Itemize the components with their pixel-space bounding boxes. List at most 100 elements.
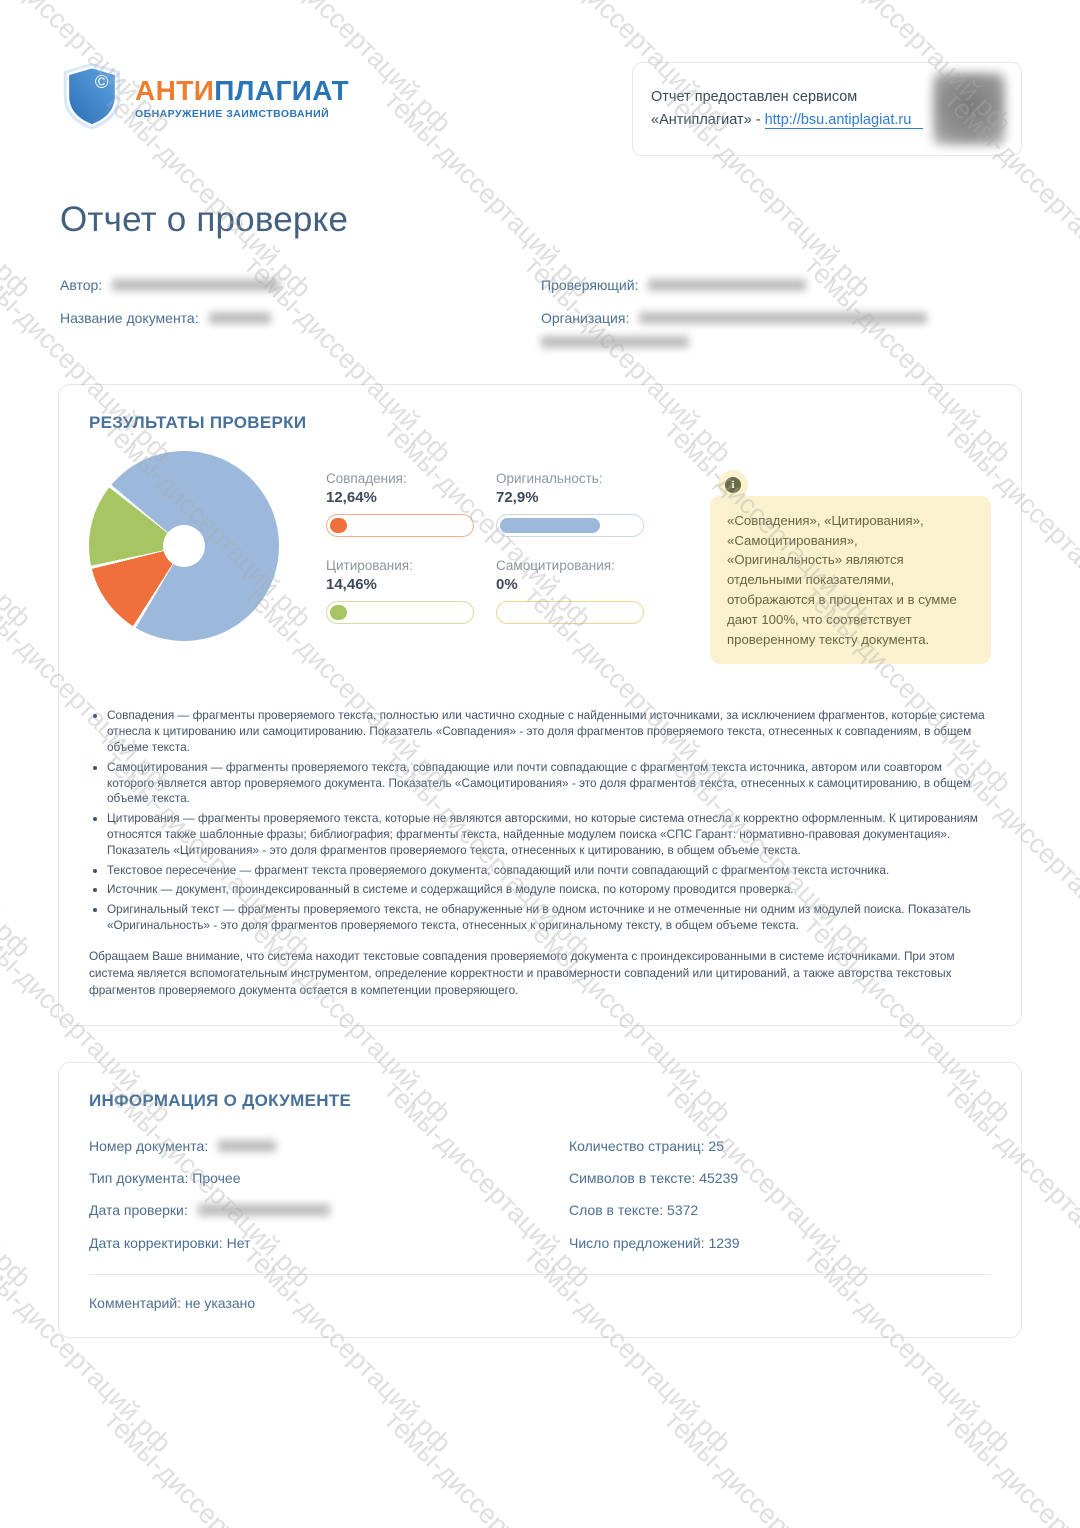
report-meta: Автор: Название документа: Проверяющий: … — [60, 276, 1022, 348]
author-label: Автор: — [60, 277, 103, 293]
document-info-grid: Номер документа: Тип документа: Прочее Д… — [89, 1137, 991, 1252]
metric-bar-fill — [330, 604, 347, 620]
comment-label: Комментарий: — [89, 1294, 182, 1311]
doc-field-check-date: Дата проверки: — [89, 1201, 569, 1219]
author-value-redacted — [112, 279, 281, 291]
document-name-value-redacted — [208, 311, 271, 324]
brand-anti: АНТИ — [135, 75, 215, 106]
metric-bar-fill — [500, 517, 601, 533]
author-row: Автор: — [60, 276, 541, 295]
reviewer-label: Проверяющий: — [541, 277, 639, 293]
doc-field-type: Тип документа: Прочее — [89, 1169, 569, 1187]
doc-field-number: Номер документа: — [89, 1137, 569, 1155]
document-name-label: Название документа: — [60, 309, 199, 326]
doc-field-correction-date: Дата корректировки: Нет — [89, 1234, 569, 1252]
organization-value-redacted-line2 — [541, 335, 689, 348]
docinfo-right-column: Количество страниц: 25 Символов в тексте… — [569, 1137, 991, 1252]
results-top: Совпадения: 12,64% Оригинальность: 72,9%… — [89, 450, 991, 665]
service-box: Отчет предоставлен сервисом «Антиплагиат… — [632, 62, 1022, 156]
field-label: Дата проверки: — [89, 1202, 188, 1219]
doc-field-sentences: Число предложений: 1239 — [569, 1234, 991, 1252]
metric-value: 14,46% — [326, 575, 377, 593]
check-date-value-redacted — [197, 1204, 330, 1217]
metric-citations: Цитирования: 14,46% — [326, 558, 474, 624]
doc-field-symbols: Символов в тексте: 45239 — [569, 1169, 991, 1187]
results-heading: РЕЗУЛЬТАТЫ ПРОВЕРКИ — [89, 412, 307, 432]
field-label: Количество страниц: — [569, 1138, 705, 1154]
brand-plagiat: ПЛАГИАТ — [214, 75, 350, 106]
field-value: Нет — [226, 1234, 251, 1251]
field-value: Прочее — [192, 1170, 241, 1187]
comment-row: Комментарий: не указано — [89, 1295, 991, 1311]
metric-bar — [496, 513, 644, 537]
pie-donut-hole — [163, 524, 205, 567]
results-pie-chart — [89, 450, 279, 641]
reviewer-row: Проверяющий: — [541, 276, 1022, 295]
field-label: Тип документа: — [89, 1170, 189, 1187]
service-line2: «Антиплагиат» - http://bsu.antiplagiat.r… — [651, 109, 924, 132]
logo-text: АНТИПЛАГИАТ ОБНАРУЖЕНИЕ ЗАИМСТВОВАНИЙ — [135, 62, 349, 121]
comment-value: не указано — [184, 1294, 256, 1311]
doc-number-value-redacted — [218, 1140, 277, 1152]
definition-item: Источник — документ, проиндексированный … — [107, 882, 991, 898]
field-value: 25 — [708, 1138, 724, 1154]
qr-code-blurred — [933, 73, 1005, 145]
organization-row: Организация: — [541, 309, 1022, 348]
definitions-list: Совпадения — фрагменты проверяемого текс… — [91, 708, 991, 933]
info-icon: i — [725, 476, 741, 493]
page-header: © АНТИПЛАГИАТ ОБНАРУЖЕНИЕ ЗАИМСТВОВАНИЙ … — [0, 0, 1080, 156]
field-value: 45239 — [699, 1170, 739, 1187]
metric-originality: Оригинальность: 72,9% — [496, 471, 644, 537]
organization-value-redacted — [639, 311, 928, 324]
divider — [89, 1273, 991, 1275]
brand-title: АНТИПЛАГИАТ — [135, 77, 349, 105]
metric-label: Самоцитирования: — [496, 557, 615, 573]
field-value: 5372 — [667, 1202, 699, 1219]
info-icon-halo: i — [718, 469, 748, 500]
field-label: Дата корректировки: — [89, 1234, 223, 1251]
meta-right-column: Проверяющий: Организация: — [541, 276, 1022, 348]
metric-bar — [326, 513, 474, 537]
definition-item: Текстовое пересечение — фрагмент текста … — [107, 863, 991, 879]
document-info-card: ИНФОРМАЦИЯ О ДОКУМЕНТЕ Номер документа: … — [58, 1062, 1022, 1338]
field-value: 1239 — [708, 1234, 740, 1251]
definition-item: Совпадения — фрагменты проверяемого текс… — [107, 708, 991, 755]
metric-matches: Совпадения: 12,64% — [326, 471, 474, 537]
metric-bar-fill — [330, 517, 347, 533]
metric-label: Оригинальность: — [496, 470, 603, 486]
notice-text: Обращаем Ваше внимание, что система нахо… — [89, 948, 955, 997]
metric-bar — [326, 600, 474, 624]
docinfo-left-column: Номер документа: Тип документа: Прочее Д… — [89, 1137, 569, 1252]
service-link[interactable]: http://bsu.antiplagiat.ru — [764, 112, 924, 129]
metric-bar — [496, 600, 644, 624]
definition-item: Самоцитирования — фрагменты проверяемого… — [107, 760, 991, 807]
metric-self-citations: Самоцитирования: 0% — [496, 558, 644, 624]
field-label: Число предложений: — [569, 1234, 705, 1251]
metric-value: 12,64% — [326, 488, 377, 506]
reviewer-value-redacted — [648, 279, 807, 291]
metric-label: Совпадения: — [326, 470, 407, 486]
metrics-grid: Совпадения: 12,64% Оригинальность: 72,9%… — [326, 451, 644, 624]
tooltip-text: «Совпадения», «Цитирования», «Самоцитиро… — [710, 495, 991, 665]
shield-icon: © — [63, 62, 121, 130]
doc-field-pages: Количество страниц: 25 — [569, 1137, 991, 1155]
field-label: Слов в тексте: — [569, 1202, 664, 1219]
field-label: Символов в тексте: — [569, 1170, 696, 1187]
metric-label: Цитирования: — [326, 557, 413, 573]
meta-left-column: Автор: Название документа: — [60, 276, 541, 348]
definition-item: Цитирования — фрагменты проверяемого тек… — [107, 811, 991, 858]
page-title: Отчет о проверке — [60, 200, 349, 239]
metrics-tooltip: i «Совпадения», «Цитирования», «Самоцити… — [710, 451, 991, 665]
metric-value: 0% — [496, 575, 518, 593]
brand-tagline: ОБНАРУЖЕНИЕ ЗАИМСТВОВАНИЙ — [135, 108, 330, 120]
definition-item: Оригинальный текст — фрагменты проверяем… — [107, 902, 991, 934]
doc-field-words: Слов в тексте: 5372 — [569, 1201, 991, 1219]
organization-label: Организация: — [541, 309, 630, 326]
service-text: Отчет предоставлен сервисом «Антиплагиат… — [651, 86, 924, 133]
svg-text:©: © — [95, 71, 109, 92]
service-line2-prefix: «Антиплагиат» - — [651, 112, 765, 128]
field-label: Номер документа: — [89, 1138, 209, 1154]
antiplagiat-logo: © АНТИПЛАГИАТ ОБНАРУЖЕНИЕ ЗАИМСТВОВАНИЙ — [60, 62, 349, 130]
results-card: РЕЗУЛЬТАТЫ ПРОВЕРКИ Совпадения: 12,64% О… — [58, 383, 1022, 1026]
document-name-row: Название документа: — [60, 309, 541, 328]
